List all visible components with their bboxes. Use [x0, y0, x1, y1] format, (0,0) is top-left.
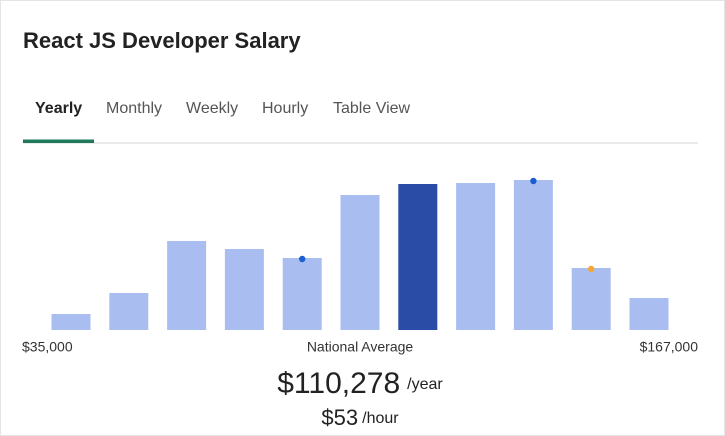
- tab[interactable]: Table View: [333, 100, 411, 117]
- tab[interactable]: Weekly: [186, 100, 238, 117]
- marker-dot: [530, 177, 537, 185]
- marker-dot: [588, 265, 595, 273]
- bar: [513, 180, 553, 330]
- yearly-unit: /year: [407, 376, 443, 393]
- yearly-value: $110,278: [277, 367, 400, 400]
- active-tab-indicator: [23, 139, 94, 143]
- bar: [398, 184, 438, 330]
- marker-dot: [299, 255, 306, 263]
- hourly-value: $53: [321, 405, 358, 430]
- bar: [109, 293, 149, 330]
- x-tick-label: $167,000: [640, 339, 699, 355]
- center-label: National Average: [307, 339, 414, 355]
- tab[interactable]: Yearly: [35, 100, 82, 117]
- bar: [456, 183, 496, 330]
- bar: [224, 249, 264, 330]
- bar: [51, 314, 91, 330]
- tab[interactable]: Hourly: [262, 100, 308, 117]
- hourly-unit: /hour: [362, 410, 399, 427]
- title: React JS Developer Salary: [23, 28, 301, 53]
- bar: [629, 298, 669, 330]
- x-tick-label: $35,000: [22, 339, 73, 355]
- bar: [282, 258, 322, 330]
- bar: [167, 241, 207, 330]
- bar: [571, 268, 611, 330]
- hourly-salary: $53/hour: [321, 405, 399, 430]
- tab[interactable]: Monthly: [106, 100, 162, 117]
- bar: [340, 195, 380, 330]
- yearly-salary: $110,278/year: [277, 367, 443, 400]
